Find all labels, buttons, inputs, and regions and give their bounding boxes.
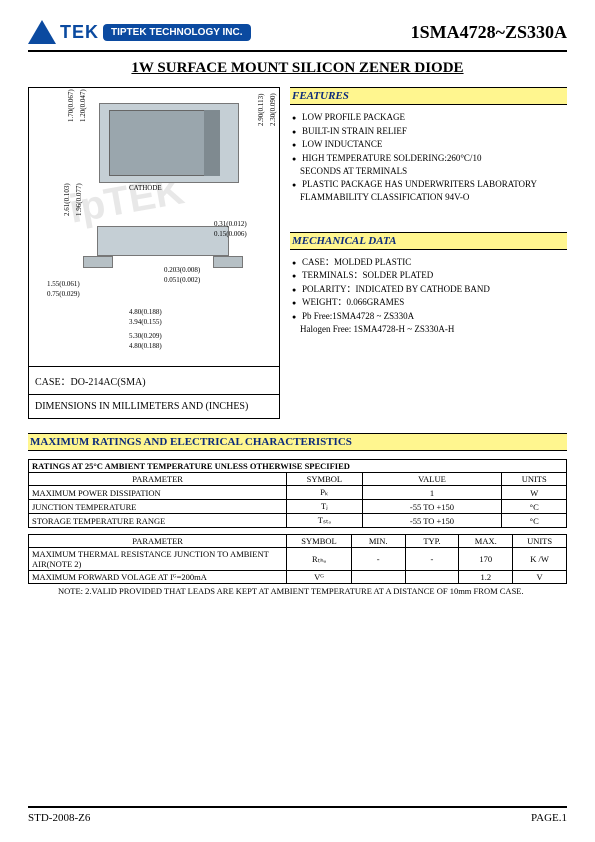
cell: °C — [502, 514, 567, 528]
dim-r4: 0.051(0.002) — [164, 276, 200, 284]
dim-v2: 1.20(0.047) — [79, 89, 87, 122]
left-column: ipTEK CATHODE 1.70(0.067) 1.20(0.047) 2.… — [28, 87, 280, 419]
dim-v4: 2.30(0.090) — [269, 93, 277, 126]
col-parameter: PARAMETER — [29, 535, 287, 548]
cathode-band — [204, 110, 220, 176]
cell: - — [351, 548, 405, 571]
col-value: VALUE — [362, 473, 502, 486]
mech-item: POLARITY：INDICATED BY CATHODE BAND — [292, 283, 567, 297]
dim-l2: 0.75(0.029) — [47, 290, 80, 298]
feature-subline: SECONDS AT TERMINALS — [290, 165, 567, 178]
ratings-table-1: RATINGS AT 25°C AMBIENT TEMPERATURE UNLE… — [28, 459, 567, 528]
cell: K /W — [513, 548, 567, 571]
brand-bar: TIPTEK TECHNOLOGY INC. — [103, 24, 251, 41]
page-footer: STD-2008-Z6 PAGE.1 — [28, 806, 567, 824]
cell: W — [502, 486, 567, 500]
feature-item: HIGH TEMPERATURE SOLDERING:260°C/10 — [292, 152, 567, 166]
dim-b2: 3.94(0.155) — [129, 318, 162, 326]
brand-tek: TEK — [60, 22, 99, 43]
col-max: MAX. — [459, 535, 513, 548]
feature-item: LOW PROFILE PACKAGE — [292, 111, 567, 125]
cell: Vᴳ — [287, 571, 352, 584]
feature-item: BUILT-IN STRAIN RELIEF — [292, 125, 567, 139]
cell: MAXIMUM THERMAL RESISTANCE JUNCTION TO A… — [29, 548, 287, 571]
feature-item: PLASTIC PACKAGE HAS UNDERWRITERS LABORAT… — [292, 178, 567, 192]
mech-item: WEIGHT：0.066GRAMES — [292, 296, 567, 310]
cell: JUNCTION TEMPERATURE — [29, 500, 287, 514]
cell — [405, 571, 459, 584]
cell: 1.2 — [459, 571, 513, 584]
features-header: FEATURES — [290, 87, 567, 105]
max-ratings-header: MAXIMUM RATINGS AND ELECTRICAL CHARACTER… — [28, 433, 567, 451]
mechanical-header: MECHANICAL DATA — [290, 232, 567, 250]
dim-sv1: 2.61(0.103) — [63, 183, 71, 216]
footer-left: STD-2008-Z6 — [28, 812, 90, 824]
table-note: NOTE: 2.VALID PROVIDED THAT LEADS ARE KE… — [28, 586, 567, 596]
dim-l1: 1.55(0.061) — [47, 280, 80, 288]
right-column: FEATURES LOW PROFILE PACKAGE BUILT-IN ST… — [290, 87, 567, 419]
cell: - — [405, 548, 459, 571]
cell: V — [513, 571, 567, 584]
mechanical-list: CASE：MOLDED PLASTIC TERMINALS：SOLDER PLA… — [290, 256, 567, 324]
col-units: UNITS — [502, 473, 567, 486]
cell: -55 TO +150 — [362, 500, 502, 514]
cathode-label: CATHODE — [129, 184, 162, 192]
feature-subline: FLAMMABILITY CLASSIFICATION 94V-O — [290, 191, 567, 204]
footer-right: PAGE.1 — [531, 812, 567, 824]
col-typ: TYP. — [405, 535, 459, 548]
page-title: 1W SURFACE MOUNT SILICON ZENER DIODE — [28, 60, 567, 77]
cell: Tₛₜₒ — [287, 514, 362, 528]
dim-r3: 0.203(0.008) — [164, 266, 200, 274]
dim-r2: 0.15(0.006) — [214, 230, 247, 238]
logo-block: TEK TIPTEK TECHNOLOGY INC. — [28, 20, 251, 44]
cell: °C — [502, 500, 567, 514]
dim-sv2: 1.96(0.077) — [75, 183, 83, 216]
col-units: UNITS — [513, 535, 567, 548]
features-list: LOW PROFILE PACKAGE BUILT-IN STRAIN RELI… — [290, 111, 567, 165]
cell: Pₖ — [287, 486, 362, 500]
ratings-caption: RATINGS AT 25°C AMBIENT TEMPERATURE UNLE… — [29, 460, 567, 473]
side-lead-left — [83, 256, 113, 268]
cell: Tⱼ — [287, 500, 362, 514]
dim-b3: 5.30(0.209) — [129, 332, 162, 340]
features-list2: PLASTIC PACKAGE HAS UNDERWRITERS LABORAT… — [290, 178, 567, 192]
page-header: TEK TIPTEK TECHNOLOGY INC. 1SMA4728~ZS33… — [28, 20, 567, 52]
ratings-table-2: PARAMETER SYMBOL MIN. TYP. MAX. UNITS MA… — [28, 534, 567, 584]
cell: MAXIMUM FORWARD VOLAGE AT Iᴳ=200mA — [29, 571, 287, 584]
dim-r1: 0.31(0.012) — [214, 220, 247, 228]
package-diagram: ipTEK CATHODE 1.70(0.067) 1.20(0.047) 2.… — [28, 87, 280, 367]
col-parameter: PARAMETER — [29, 473, 287, 486]
mech-item: TERMINALS：SOLDER PLATED — [292, 269, 567, 283]
dim-v3: 2.90(0.113) — [257, 94, 265, 126]
cell: STORAGE TEMPERATURE RANGE — [29, 514, 287, 528]
dim-b4: 4.80(0.188) — [129, 342, 162, 350]
case-box: CASE：DO-214AC(SMA) — [28, 367, 280, 395]
cell — [351, 571, 405, 584]
col-symbol: SYMBOL — [287, 535, 352, 548]
col-symbol: SYMBOL — [287, 473, 362, 486]
dimensions-note: DIMENSIONS IN MILLIMETERS AND (INCHES) — [28, 395, 280, 419]
cell: 1 — [362, 486, 502, 500]
side-lead-right — [213, 256, 243, 268]
cell: 170 — [459, 548, 513, 571]
cell: Rₜₕₐ — [287, 548, 352, 571]
col-min: MIN. — [351, 535, 405, 548]
feature-item: LOW INDUCTANCE — [292, 138, 567, 152]
side-body — [97, 226, 229, 256]
cell: MAXIMUM POWER DISSIPATION — [29, 486, 287, 500]
mech-item: Pb Free:1SMA4728 ~ ZS330A — [292, 310, 567, 324]
part-number: 1SMA4728~ZS330A — [411, 22, 567, 43]
mech-subline: Halogen Free: 1SMA4728-H ~ ZS330A-H — [290, 323, 567, 336]
mech-item: CASE：MOLDED PLASTIC — [292, 256, 567, 270]
cell: -55 TO +150 — [362, 514, 502, 528]
package-top-inner — [109, 110, 215, 176]
dim-b1: 4.80(0.188) — [129, 308, 162, 316]
logo-triangle-icon — [28, 20, 56, 44]
dim-v1: 1.70(0.067) — [67, 89, 75, 122]
main-row: ipTEK CATHODE 1.70(0.067) 1.20(0.047) 2.… — [28, 87, 567, 419]
